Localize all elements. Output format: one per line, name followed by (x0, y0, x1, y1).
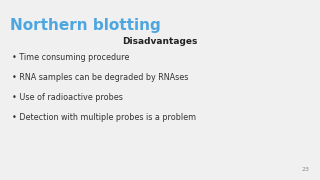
Text: • Use of radioactive probes: • Use of radioactive probes (12, 93, 123, 102)
Text: • Detection with multiple probes is a problem: • Detection with multiple probes is a pr… (12, 113, 196, 122)
Text: Disadvantages: Disadvantages (122, 37, 198, 46)
Text: • Time consuming procedure: • Time consuming procedure (12, 53, 129, 62)
Text: 23: 23 (302, 167, 310, 172)
Text: • RNA samples can be degraded by RNAses: • RNA samples can be degraded by RNAses (12, 73, 188, 82)
Text: Northern blotting: Northern blotting (10, 18, 161, 33)
